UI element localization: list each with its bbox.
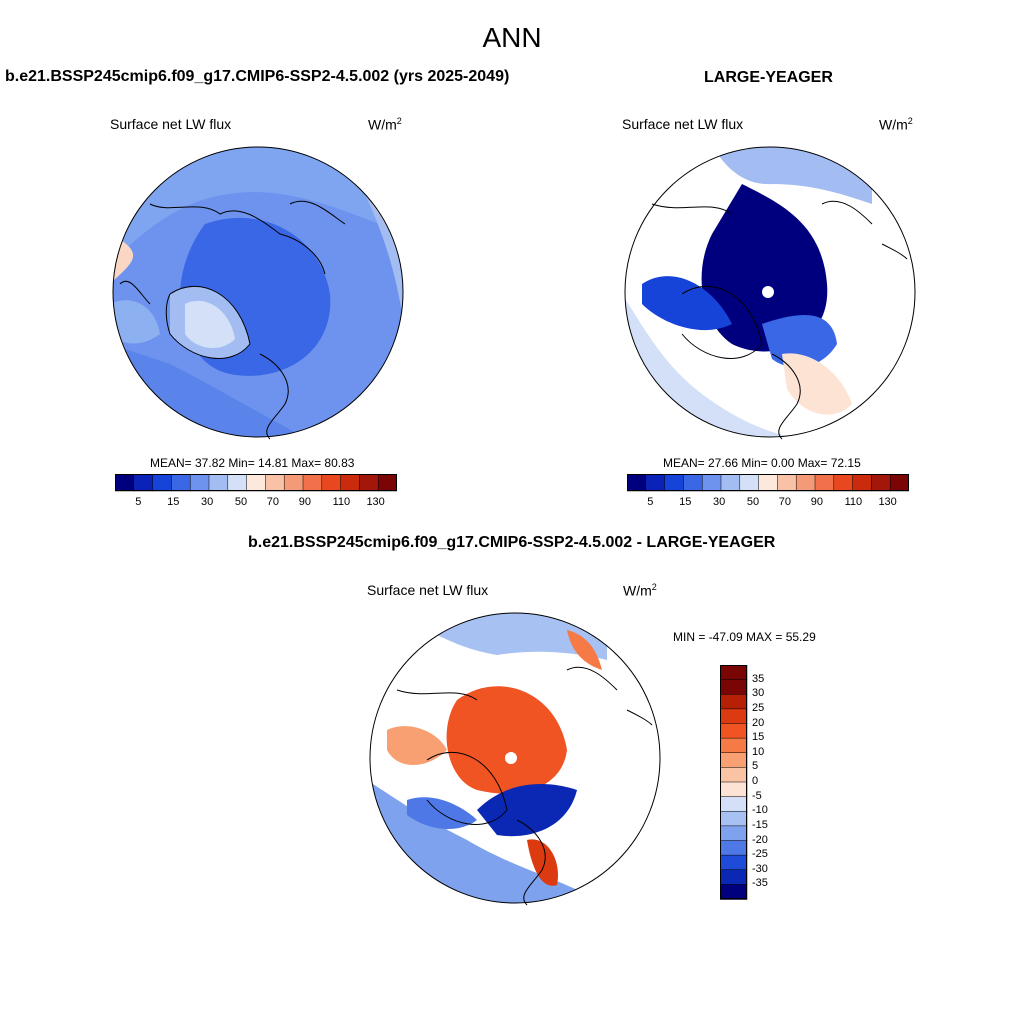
colorbar-swatch <box>152 474 173 492</box>
colorbar-tick-label: 30 <box>201 496 214 508</box>
colorbar-swatch <box>627 474 647 492</box>
diff-colorbar-swatch <box>720 665 748 681</box>
diff-colorbar <box>720 665 748 900</box>
colorbar-swatch <box>683 474 703 492</box>
colorbar-tick-label: 90 <box>810 496 823 508</box>
colorbar-swatch <box>871 474 891 492</box>
diff-colorbar-tick-label: 30 <box>752 687 765 700</box>
colorbar-tick-label: 130 <box>878 496 897 508</box>
colorbar-tick-label: 15 <box>167 496 180 508</box>
diff-colorbar-swatch <box>720 752 748 769</box>
diff-colorbar-swatch <box>720 737 748 754</box>
colorbar-swatch <box>645 474 666 492</box>
colorbar-swatch <box>265 474 285 492</box>
diff-colorbar-swatch <box>720 854 748 871</box>
diff-panel-title: b.e21.BSSP245cmip6.f09_g17.CMIP6-SSP2-4.… <box>248 534 776 551</box>
diff-colorbar-tick-label: 20 <box>752 716 765 729</box>
colorbar-swatch <box>246 474 267 492</box>
diff-colorbar-tick-label: 0 <box>752 775 759 787</box>
colorbar-tick-label: 130 <box>366 496 385 508</box>
colorbar-tick-label: 50 <box>746 496 760 508</box>
diff-colorbar-tick-label: -5 <box>752 789 762 802</box>
colorbar-swatch <box>720 474 741 492</box>
diff-colorbar-swatch <box>720 723 748 739</box>
colorbar-swatch <box>340 474 361 492</box>
diff-colorbar-swatch <box>720 781 748 798</box>
colorbar-swatch <box>833 474 854 492</box>
colorbar-tick-label: 110 <box>332 496 351 508</box>
colorbar-tick-label: 110 <box>844 496 863 508</box>
case-polar-map <box>112 146 404 440</box>
case-variable-label: Surface net LW flux <box>110 116 232 132</box>
diff-colorbar-swatch <box>720 811 748 827</box>
colorbar-tick-label: 30 <box>713 496 726 508</box>
obs-units-label: W/m2 <box>879 116 913 133</box>
diff-colorbar-tick-label: 10 <box>752 745 765 758</box>
colorbar-tick-label: 5 <box>135 496 142 508</box>
case-colorbar <box>115 474 397 492</box>
colorbar-swatch <box>777 474 797 492</box>
colorbar-swatch <box>852 474 873 492</box>
colorbar-swatch <box>133 474 154 492</box>
colorbar-swatch <box>814 474 835 492</box>
case-panel-title: b.e21.BSSP245cmip6.f09_g17.CMIP6-SSP2-4.… <box>5 68 510 85</box>
diff-colorbar-tick-label: 35 <box>752 672 765 685</box>
colorbar-swatch <box>302 474 323 492</box>
diff-colorbar-swatch <box>720 840 748 856</box>
diff-colorbar-swatch <box>720 869 748 886</box>
colorbar-tick-label: 5 <box>647 496 654 508</box>
obs-variable-label: Surface net LW flux <box>622 116 744 132</box>
diff-colorbar-swatch <box>720 825 748 842</box>
diff-polar-map <box>369 612 661 906</box>
colorbar-swatch <box>208 474 229 492</box>
case-colorbar-labels: 5 15 30 50 70 90 110 130 <box>115 496 397 510</box>
diff-colorbar-swatch <box>720 694 748 710</box>
diff-colorbar-labels: 35 30 25 20 15 10 5 0 -5 -10 -15 -20 -25 -30 -35 <box>750 665 790 900</box>
colorbar-tick-label: 70 <box>266 496 280 508</box>
colorbar-swatch <box>189 474 210 492</box>
colorbar-tick-label: 15 <box>679 496 692 508</box>
obs-polar-map <box>624 146 916 440</box>
diff-variable-label: Surface net LW flux <box>367 582 489 598</box>
diff-colorbar-tick-label: -10 <box>752 804 768 817</box>
diff-colorbar-swatch <box>720 679 748 695</box>
diff-colorbar-tick-label: 5 <box>752 760 759 773</box>
colorbar-swatch <box>115 474 135 492</box>
colorbar-swatch <box>377 474 397 492</box>
colorbar-swatch <box>889 474 909 492</box>
case-stats: MEAN= 37.82 Min= 14.81 Max= 80.83 <box>150 456 355 470</box>
colorbar-swatch <box>795 474 816 492</box>
obs-stats: MEAN= 27.66 Min= 0.00 Max= 72.15 <box>663 456 861 470</box>
colorbar-swatch <box>739 474 760 492</box>
case-units-label: W/m2 <box>368 116 402 133</box>
diff-stats: MIN = -47.09 MAX = 55.29 <box>673 630 816 644</box>
diff-colorbar-swatch <box>720 796 748 812</box>
diff-colorbar-swatch <box>720 884 748 900</box>
colorbar-tick-label: 70 <box>778 496 792 508</box>
colorbar-tick-label: 90 <box>298 496 311 508</box>
diff-colorbar-tick-label: -20 <box>752 833 768 846</box>
diff-units-label: W/m2 <box>623 582 657 599</box>
colorbar-tick-label: 50 <box>234 496 248 508</box>
season-title: ANN <box>482 22 542 53</box>
colorbar-swatch <box>171 474 191 492</box>
colorbar-swatch <box>758 474 779 492</box>
colorbar-swatch <box>701 474 722 492</box>
colorbar-swatch <box>359 474 379 492</box>
diff-colorbar-swatch <box>720 767 748 783</box>
colorbar-swatch <box>321 474 342 492</box>
obs-colorbar-labels: 5 15 30 50 70 90 110 130 <box>627 496 909 510</box>
colorbar-swatch <box>664 474 685 492</box>
diff-colorbar-tick-label: -15 <box>752 818 768 831</box>
colorbar-swatch <box>283 474 304 492</box>
obs-colorbar <box>627 474 909 492</box>
diff-colorbar-tick-label: 15 <box>752 731 765 744</box>
diff-colorbar-tick-label: 25 <box>752 701 765 714</box>
diff-colorbar-tick-label: -35 <box>752 877 768 890</box>
colorbar-swatch <box>227 474 248 492</box>
diff-colorbar-tick-label: -25 <box>752 848 768 861</box>
diff-colorbar-tick-label: -30 <box>752 862 768 875</box>
obs-panel-title: LARGE-YEAGER <box>704 69 833 86</box>
diff-colorbar-swatch <box>720 708 748 725</box>
